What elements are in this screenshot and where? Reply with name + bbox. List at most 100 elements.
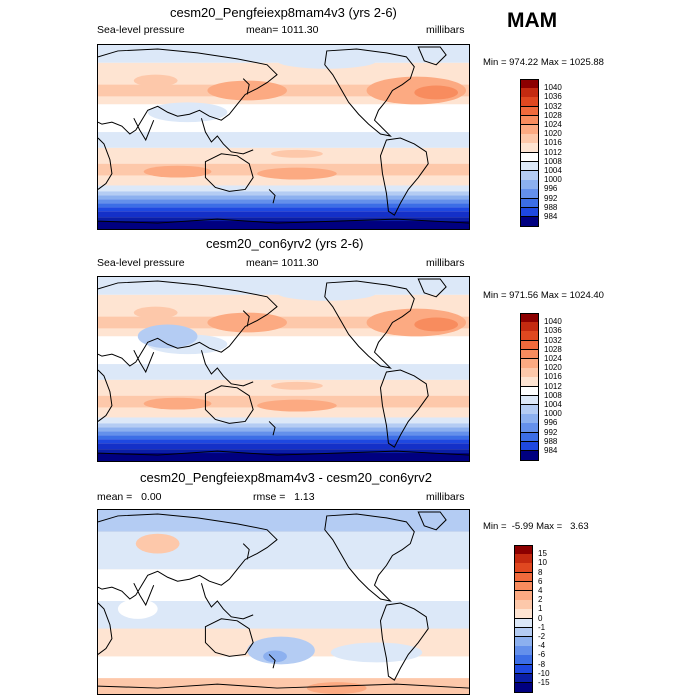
coastline-nz	[268, 189, 276, 204]
colorbar-tick-label: 1020	[544, 129, 562, 139]
colorbar-tick-label: -4	[538, 641, 546, 651]
colorbar-tick-label: 1004	[544, 166, 562, 175]
coastline-australia	[204, 385, 254, 424]
coastline-south-america	[379, 602, 429, 681]
colorbar-tick-label: 6	[538, 576, 543, 586]
colorbar-tick-label: 1032	[544, 101, 562, 111]
panel-3-mean-label: mean = 0.00	[97, 491, 162, 503]
colorbar-tick-label: 1040	[544, 317, 562, 327]
coastline-europe-africa	[98, 602, 113, 655]
panel-3-rmse-label: rmse = 1.13	[253, 491, 315, 503]
colorbar-tick-label: 0	[538, 613, 543, 623]
colorbar-tick-label: 2	[538, 595, 543, 605]
coastline-seasia	[200, 583, 254, 620]
coastline-north-america	[324, 280, 415, 369]
coastline-australia	[204, 618, 254, 657]
colorbar-tick-label: 15	[538, 549, 547, 559]
colorbar-tick-label: 8	[538, 567, 543, 577]
panel-3-map	[97, 509, 470, 695]
coastline-india	[133, 582, 155, 607]
panel-1-map	[97, 44, 470, 230]
colorbar-tick-label: 1008	[544, 156, 562, 166]
colorbar-tick-label: 984	[544, 212, 558, 221]
colorbar-tick-label: 1024	[544, 354, 562, 363]
coastline-europe-africa	[98, 369, 113, 422]
colorbar-swatch	[520, 217, 539, 227]
colorbar-swatch	[514, 683, 533, 693]
panel-3-title: cesm20_Pengfeiexp8mam4v3 - cesm20_con6yr…	[140, 470, 432, 485]
coastline-north-america	[324, 48, 415, 137]
panel-3-minmax-label: Min = -5.99 Max = 3.63	[483, 521, 589, 532]
colorbar-tick-label: -8	[538, 659, 546, 669]
panel-1-title: cesm20_Pengfeiexp8mam4v3 (yrs 2-6)	[170, 5, 397, 20]
panel-3-map-plot	[98, 510, 469, 694]
colorbar-tick-label: 1016	[544, 372, 562, 382]
coastline-india	[133, 349, 155, 374]
coastline-nz	[268, 421, 276, 436]
colorbar-tick-label: -15	[538, 678, 550, 687]
panel-1-variable-label: Sea-level pressure	[97, 24, 185, 36]
panel-2-units-label: millibars	[426, 257, 465, 269]
coastline-asia	[98, 513, 278, 600]
coastline-seasia	[200, 118, 254, 155]
coastline-south-america	[379, 137, 429, 216]
panel-2-minmax-label: Min = 971.56 Max = 1024.40	[483, 290, 604, 301]
colorbar-tick-label: 996	[544, 418, 558, 428]
coastline-antarctica	[98, 683, 469, 689]
coastline-asia	[98, 48, 278, 135]
panel-2-map	[97, 276, 470, 462]
colorbar-tick-label: -2	[538, 632, 546, 641]
coastline-asia	[98, 280, 278, 367]
panel-2-variable-label: Sea-level pressure	[97, 257, 185, 269]
colorbar-tick-label: 984	[544, 446, 558, 455]
panel-3-units-label: millibars	[426, 491, 465, 503]
colorbar-tick-label: 1036	[544, 326, 562, 336]
season-label: MAM	[507, 9, 558, 32]
colorbar-tick-label: -10	[538, 668, 550, 678]
colorbar-tick-label: 1012	[544, 381, 562, 391]
colorbar-tick-label: 1016	[544, 138, 562, 148]
colorbar-tick-label: 1024	[544, 120, 562, 129]
panel-1-minmax-label: Min = 974.22 Max = 1025.88	[483, 57, 604, 68]
colorbar-tick-label: 1036	[544, 92, 562, 102]
coastline-antarctica	[98, 218, 469, 224]
colorbar-tick-label: 10	[538, 558, 547, 568]
colorbar-tick-label: 1020	[544, 363, 562, 373]
colorbar-tick-label: 4	[538, 586, 543, 595]
colorbar-tick-label: 1028	[544, 344, 562, 354]
colorbar-tick-label: 1008	[544, 390, 562, 400]
coastline-seasia	[200, 350, 254, 387]
coastline-greenland	[417, 46, 447, 66]
coastline-japan	[242, 78, 250, 95]
panel-2-map-plot	[98, 277, 469, 461]
colorbar-tick-label: 988	[544, 202, 558, 212]
colorbar-tick-label: 1012	[544, 147, 562, 157]
coastline-nz	[268, 654, 276, 669]
colorbar-tick-label: 996	[544, 184, 558, 194]
colorbar-tick-label: -1	[538, 622, 546, 632]
coastline-antarctica	[98, 450, 469, 456]
colorbar-swatch	[520, 451, 539, 461]
colorbar-tick-label: 1028	[544, 110, 562, 120]
coastline-japan	[242, 543, 250, 560]
colorbar-tick-label: -6	[538, 650, 546, 660]
coastline-greenland	[417, 278, 447, 298]
colorbar-tick-label: 988	[544, 436, 558, 446]
panel-1-map-plot	[98, 45, 469, 229]
colorbar-tick-label: 1000	[544, 409, 562, 419]
coastline-europe-africa	[98, 137, 113, 190]
coastline-india	[133, 117, 155, 142]
colorbar-tick-label: 1040	[544, 83, 562, 93]
panel-2-title: cesm20_con6yrv2 (yrs 2-6)	[206, 236, 364, 251]
coastline-south-america	[379, 369, 429, 448]
coastline-greenland	[417, 511, 447, 531]
colorbar-tick-label: 1	[538, 604, 543, 614]
colorbar-tick-label: 1032	[544, 335, 562, 345]
colorbar-tick-label: 1000	[544, 175, 562, 185]
panel-2-mean-label: mean= 1011.30	[246, 257, 319, 269]
panel-1-units-label: millibars	[426, 24, 465, 36]
colorbar-tick-label: 992	[544, 427, 558, 437]
coastline-australia	[204, 153, 254, 192]
panel-1-mean-label: mean= 1011.30	[246, 24, 319, 36]
coastline-japan	[242, 310, 250, 327]
